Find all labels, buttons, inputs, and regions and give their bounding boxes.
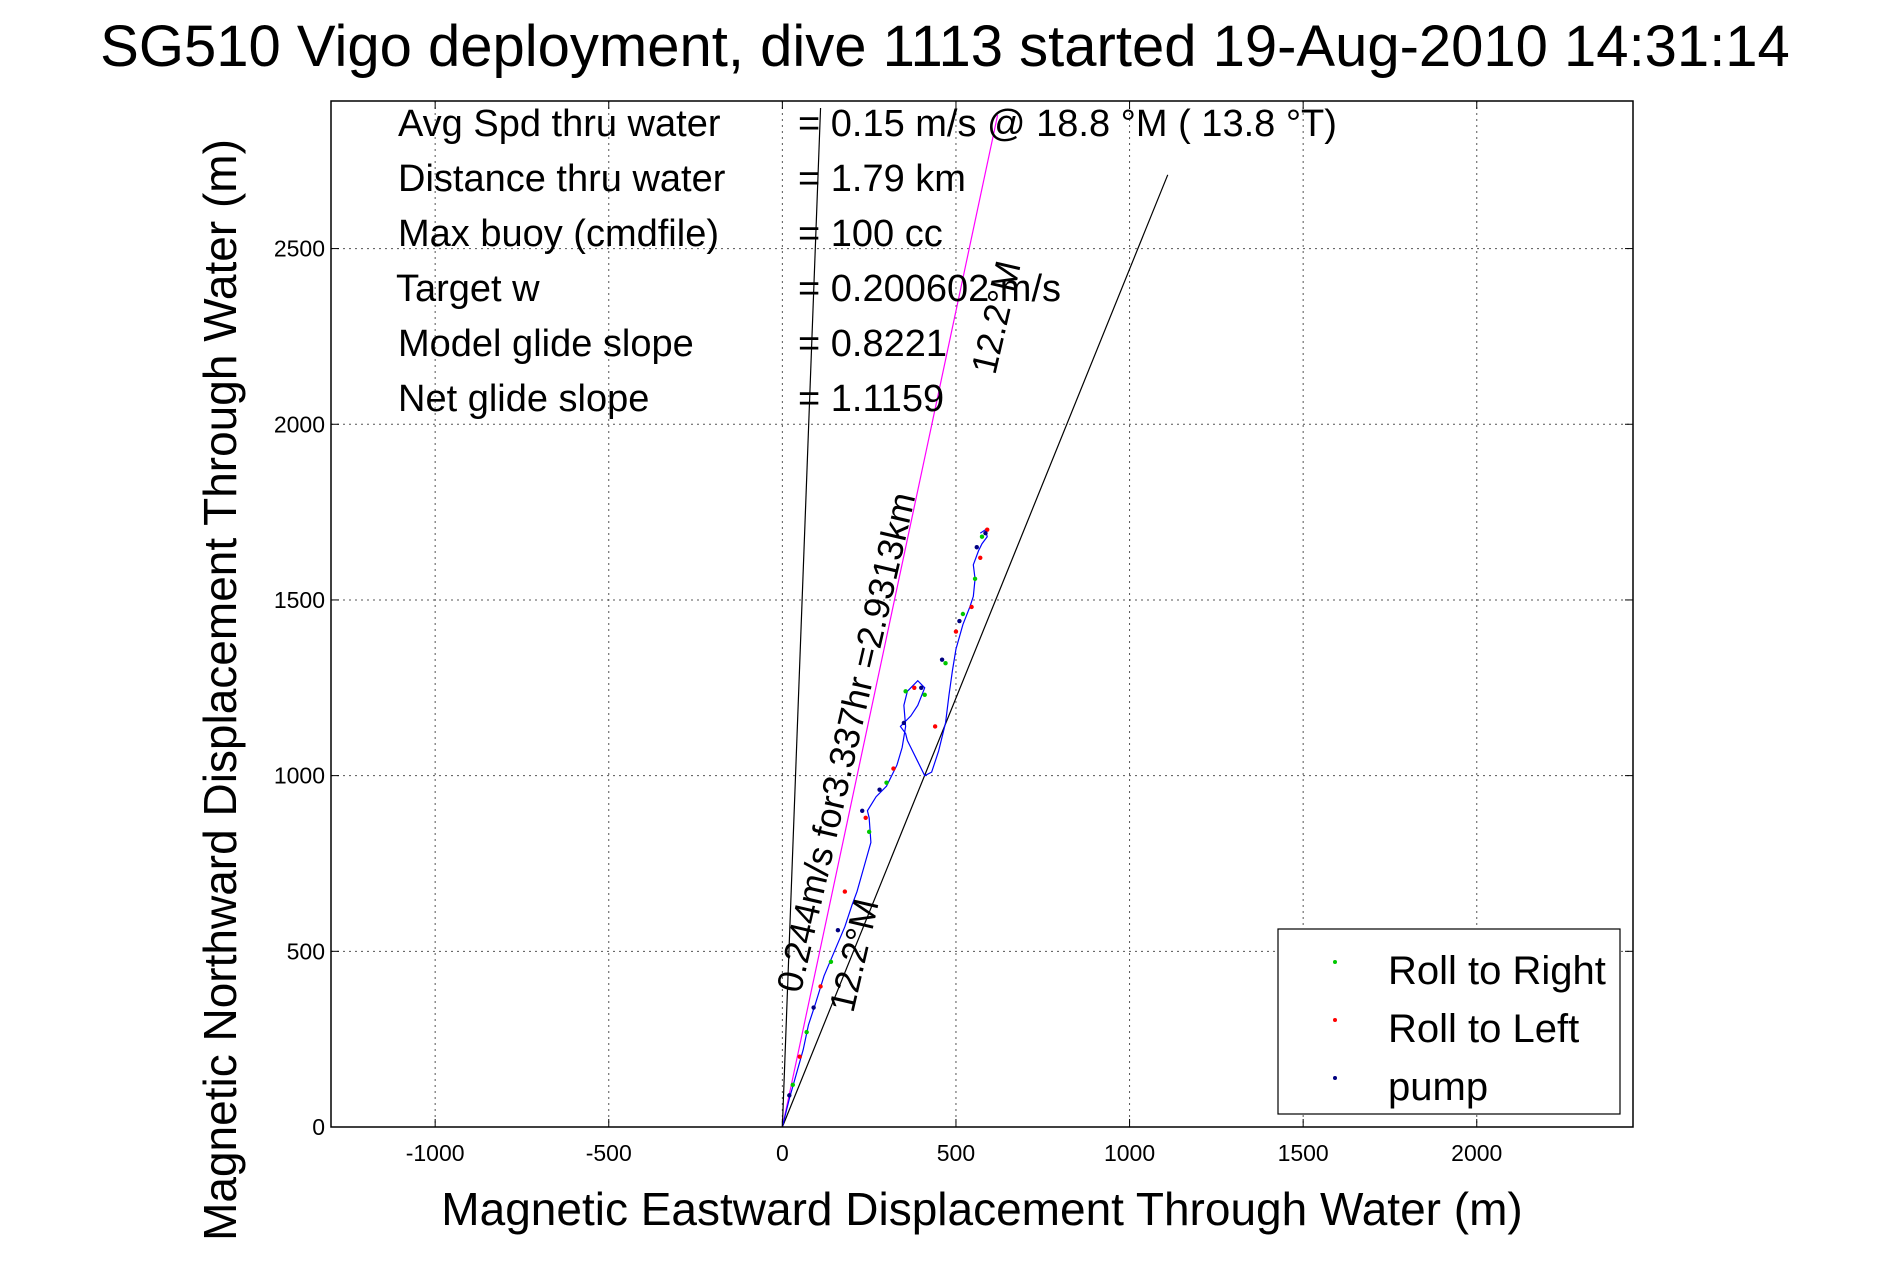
info-label: Max buoy (cmdfile) <box>398 213 719 255</box>
marker-roll-to-right <box>804 1029 809 1035</box>
roll-pump-markers <box>787 527 990 1098</box>
marker-pump <box>877 787 882 792</box>
info-value: = 1.1159 <box>798 378 944 420</box>
chart-title: SG510 Vigo deployment, dive 1113 started… <box>100 14 1790 79</box>
y-tick-label: 1500 <box>274 587 325 613</box>
x-tick-label: 1500 <box>1278 1140 1329 1166</box>
y-axis-label: Magnetic Northward Displacement Through … <box>194 139 246 1241</box>
marker-roll-to-right <box>866 829 872 835</box>
x-tick-label: 500 <box>937 1140 975 1166</box>
marker-roll-to-left <box>953 629 959 634</box>
marker-pump <box>974 545 979 550</box>
y-tick-label: 2000 <box>274 411 325 437</box>
marker-roll-to-right <box>903 689 908 694</box>
y-tick-label: 0 <box>312 1114 325 1140</box>
marker-pump <box>860 808 865 813</box>
marker-roll-to-right <box>828 959 834 965</box>
x-tick-label: 1000 <box>1104 1140 1155 1166</box>
info-label: Avg Spd thru water <box>398 103 721 145</box>
legend-label-roll-left: Roll to Left <box>1388 1007 1579 1051</box>
reference-line-course <box>781 114 999 1128</box>
marker-roll-to-right <box>922 692 927 698</box>
marker-roll-to-right <box>960 611 966 617</box>
marker-roll-to-right <box>790 1082 795 1088</box>
marker-roll-to-left <box>978 555 983 560</box>
marker-roll-to-left <box>818 984 823 989</box>
info-label: Net glide slope <box>398 378 649 420</box>
legend-label-roll-right: Roll to Right <box>1388 949 1606 993</box>
legend: Roll to Right Roll to Left pump <box>1277 928 1621 1115</box>
reference-line-right-bound <box>781 174 1169 1128</box>
marker-roll-to-left <box>969 604 974 610</box>
info-value: = 100 cc <box>798 213 943 255</box>
marker-roll-to-left <box>863 815 868 820</box>
marker-roll-to-left <box>797 1054 802 1059</box>
marker-pump <box>811 1005 816 1010</box>
y-tick-label: 1000 <box>274 763 325 789</box>
y-tick-label: 500 <box>287 938 325 964</box>
legend-marker-roll-left <box>1333 1018 1337 1022</box>
marker-roll-to-right <box>884 780 889 785</box>
plot-frame <box>330 100 1634 1128</box>
marker-pump <box>939 657 945 662</box>
marker-roll-to-left <box>912 685 917 690</box>
marker-roll-to-right <box>972 576 978 582</box>
info-value: = 0.15 m/s @ 18.8 °M ( 13.8 °T) <box>798 103 1337 145</box>
marker-roll-to-left <box>932 724 938 729</box>
x-axis-label: Magnetic Eastward Displacement Through W… <box>441 1183 1522 1235</box>
marker-pump <box>787 1093 792 1098</box>
x-axis-ticks: -1000 -500 0 500 1000 1500 2000 <box>406 101 1502 1166</box>
reference-lines <box>781 108 1169 1128</box>
marker-roll-to-left <box>985 527 990 532</box>
marker-roll-to-right <box>943 660 948 666</box>
info-value: = 0.200602 m/s <box>798 268 1061 310</box>
marker-pump <box>957 618 962 624</box>
marker-pump <box>983 530 988 536</box>
info-block: Avg Spd thru water = 0.15 m/s @ 18.8 °M (… <box>396 103 1337 420</box>
reference-line-left-bound <box>781 108 822 1128</box>
marker-roll-to-left <box>842 889 848 894</box>
x-tick-label: 2000 <box>1451 1140 1502 1166</box>
y-tick-label: 2500 <box>274 236 325 262</box>
legend-marker-roll-right <box>1333 960 1337 964</box>
info-value: = 0.8221 <box>798 323 947 365</box>
x-tick-label: -1000 <box>406 1140 465 1166</box>
legend-label-pump: pump <box>1388 1065 1488 1109</box>
y-axis-ticks: 0 500 1000 1500 2000 2500 <box>274 236 1633 1140</box>
marker-pump <box>835 928 841 933</box>
x-tick-label: 0 <box>776 1140 789 1166</box>
info-label: Target w <box>396 268 540 310</box>
info-label: Distance thru water <box>398 158 726 200</box>
marker-pump <box>919 685 924 690</box>
marker-pump <box>901 720 907 726</box>
x-tick-label: -500 <box>586 1140 632 1166</box>
marker-roll-to-right <box>979 534 985 539</box>
info-value: = 1.79 km <box>798 158 966 200</box>
marker-roll-to-left <box>891 766 896 771</box>
legend-marker-pump <box>1333 1076 1337 1080</box>
info-label: Model glide slope <box>398 323 694 365</box>
